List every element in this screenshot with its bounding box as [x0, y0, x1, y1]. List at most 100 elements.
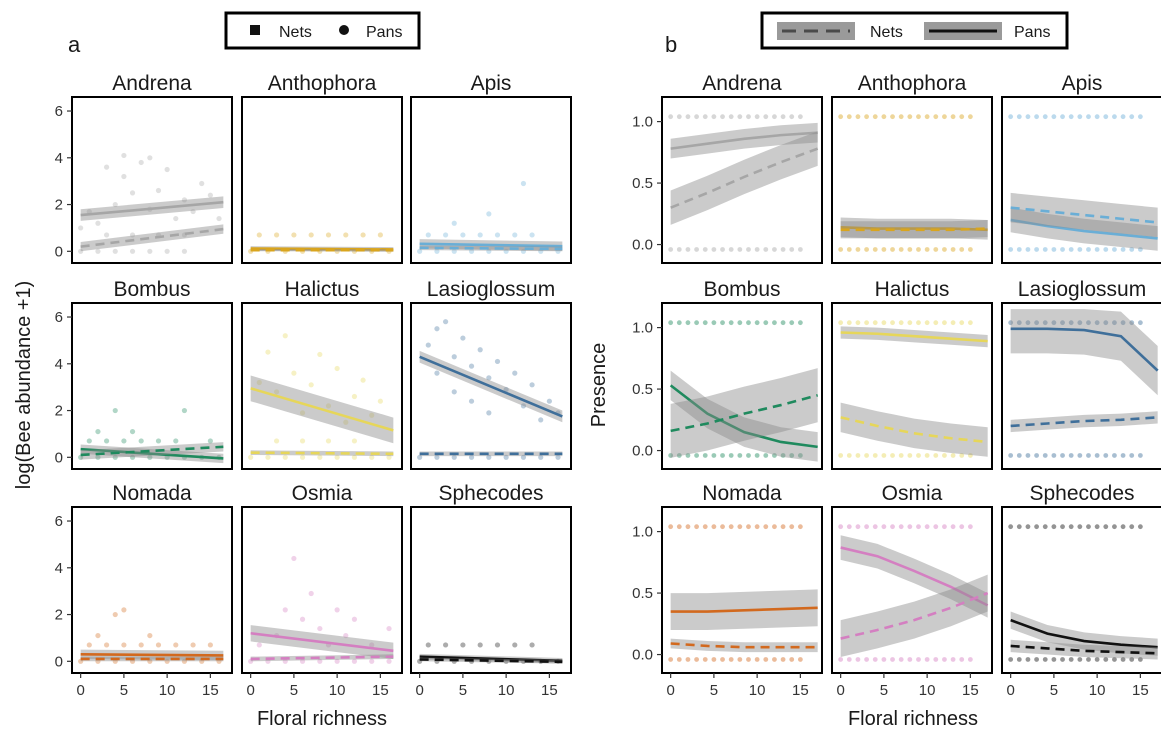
- presence-point: [1008, 524, 1014, 530]
- absence-point: [702, 247, 708, 252]
- confidence-band-nets: [840, 402, 988, 457]
- data-point: [181, 407, 188, 414]
- presence-point: [916, 524, 921, 530]
- presence-point: [737, 114, 743, 120]
- absence-point: [694, 657, 699, 662]
- presence-point: [1060, 114, 1065, 120]
- fit-line-pans: [80, 200, 224, 217]
- data-point: [112, 611, 118, 618]
- presence-point: [676, 320, 682, 326]
- presence-point: [772, 320, 777, 326]
- facet-frame: [661, 96, 823, 264]
- x-tick-label: 0: [415, 682, 423, 699]
- absence-point: [846, 453, 852, 458]
- x-tick-label: 5: [459, 682, 467, 699]
- presence-point: [950, 320, 956, 326]
- presence-point: [907, 114, 913, 120]
- absence-point: [754, 247, 760, 252]
- fit-line-nets: [1010, 206, 1158, 224]
- y-tick-label: 0: [55, 653, 63, 670]
- facet-title: Bombus: [703, 278, 780, 301]
- presence-point: [746, 114, 751, 120]
- presence-point: [746, 524, 751, 530]
- panel-b-facet-lasioglossum-data: [1008, 309, 1159, 458]
- data-point: [529, 382, 535, 388]
- absence-point: [763, 657, 769, 662]
- absence-point: [942, 453, 947, 458]
- absence-point: [1008, 453, 1014, 458]
- presence-point: [872, 114, 878, 120]
- presence-point: [950, 114, 956, 120]
- data-point: [112, 454, 118, 460]
- fit-line-nets: [840, 227, 988, 232]
- panel-a-facet-bombus: Bombus 0 2 4 6: [55, 278, 233, 470]
- data-point: [351, 658, 358, 664]
- absence-point: [737, 453, 743, 458]
- presence-point: [737, 524, 743, 530]
- facet-title: Apis: [1062, 72, 1103, 95]
- absence-point: [881, 657, 887, 662]
- confidence-band-nets: [1010, 639, 1158, 660]
- x-tick-label: 5: [710, 682, 718, 699]
- presence-point: [872, 320, 878, 326]
- panel-b-y-axis-title: Presence: [588, 343, 610, 428]
- absence-point: [942, 657, 947, 662]
- absence-point: [685, 657, 691, 662]
- data-point: [417, 454, 423, 460]
- data-point: [451, 454, 457, 460]
- legend-a: Nets Pans: [224, 11, 421, 50]
- data-point: [334, 365, 340, 372]
- absence-point: [711, 657, 717, 662]
- legend-a-nets-label: Nets: [279, 24, 312, 41]
- facet-frame: [71, 96, 233, 264]
- presence-point: [838, 524, 844, 530]
- absence-point: [1060, 453, 1065, 458]
- absence-point: [1008, 657, 1014, 662]
- absence-point: [720, 453, 725, 458]
- data-point: [343, 419, 349, 425]
- absence-point: [1094, 247, 1100, 252]
- data-point: [256, 379, 262, 386]
- facet-frame: [661, 506, 823, 674]
- presence-point: [1042, 524, 1048, 530]
- absence-point: [916, 453, 921, 458]
- facet-frame: [241, 96, 403, 264]
- x-tick-label: 10: [498, 682, 515, 699]
- facet-frame: [71, 302, 233, 470]
- absence-point: [780, 453, 786, 458]
- presence-point: [1008, 320, 1014, 326]
- absence-point: [676, 657, 682, 662]
- absence-point: [838, 247, 844, 252]
- absence-point: [746, 247, 751, 252]
- data-point: [86, 642, 92, 648]
- data-point: [351, 454, 358, 460]
- absence-point: [1042, 657, 1048, 662]
- y-tick-label: 0.0: [632, 237, 653, 254]
- fit-line-pans: [1010, 327, 1159, 372]
- fit-line-nets: [670, 393, 819, 433]
- presence-point: [1025, 114, 1031, 120]
- fit-line-pans: [250, 631, 394, 653]
- panel-a-facets: Andrena 0 2 4 6 Anthophora Apis Bombus 0 2 4 6 Halic…: [55, 72, 572, 699]
- presence-point: [737, 320, 743, 326]
- absence-point: [959, 453, 965, 458]
- x-tick-label: 10: [919, 682, 936, 699]
- facet-title: Andrena: [112, 72, 192, 95]
- data-point: [477, 642, 483, 648]
- data-point: [155, 438, 162, 444]
- data-point: [360, 232, 366, 238]
- absence-point: [898, 453, 904, 458]
- confidence-band-pans: [1010, 309, 1158, 396]
- absence-point: [1016, 453, 1022, 458]
- panel-b-facet-osmia-data: [838, 524, 989, 662]
- y-tick-label: 1.0: [632, 524, 653, 541]
- absence-point: [1137, 657, 1143, 662]
- panel-b-facet-sphecodes: Sphecodes 0 5 10 15: [1001, 482, 1161, 699]
- absence-point: [754, 657, 760, 662]
- data-point: [334, 607, 340, 613]
- data-point: [343, 632, 349, 639]
- y-tick-label: 2: [55, 607, 63, 624]
- data-point: [317, 625, 323, 632]
- presence-point: [789, 320, 795, 326]
- presence-point: [763, 524, 769, 530]
